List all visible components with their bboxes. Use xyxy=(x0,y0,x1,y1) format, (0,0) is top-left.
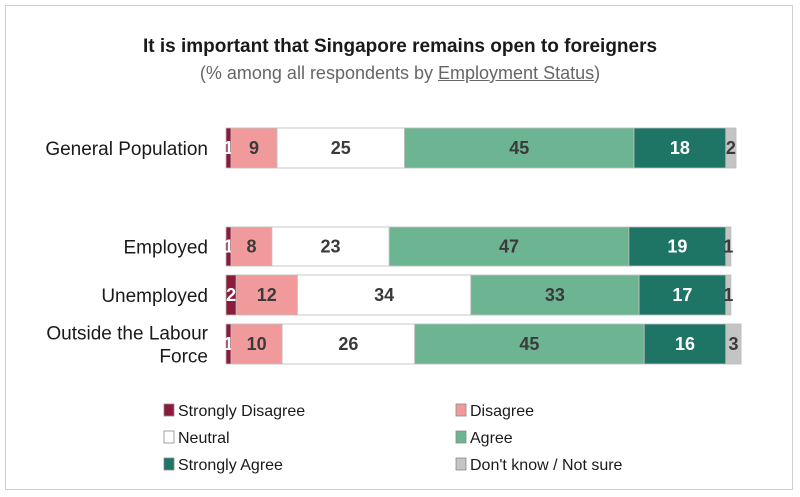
bar-segment[interactable] xyxy=(404,127,635,169)
bar-segment[interactable] xyxy=(725,323,742,365)
data-label: 45 xyxy=(509,138,529,158)
legend-swatch xyxy=(163,430,175,444)
legend-label: Strongly Agree xyxy=(178,457,283,474)
legend-item[interactable]: Strongly Disagree xyxy=(163,403,305,420)
bar-segment[interactable] xyxy=(271,226,390,267)
bar-segment[interactable] xyxy=(235,274,298,316)
chart-subtitle: (% among all respondents by Employment S… xyxy=(0,63,800,84)
subtitle-suffix: ) xyxy=(594,63,601,83)
data-label: 2 xyxy=(726,138,736,158)
bar-row: 2 12 34 33 17 1 Unemployed xyxy=(101,274,733,316)
data-label: 1 xyxy=(224,334,234,354)
data-label: 26 xyxy=(338,334,358,354)
bar-segment[interactable] xyxy=(230,127,278,169)
legend-label: Disagree xyxy=(470,403,534,420)
data-label: 45 xyxy=(519,334,539,354)
bar-segment[interactable] xyxy=(414,323,645,365)
bar-segment[interactable] xyxy=(296,274,472,316)
bar-row: 1 9 25 45 18 2 General Population xyxy=(45,127,737,169)
data-label: 34 xyxy=(374,285,394,305)
data-label: 19 xyxy=(667,237,687,257)
data-label: 47 xyxy=(499,237,519,257)
legend-label: Agree xyxy=(470,430,513,447)
legend-label: Don't know / Not sure xyxy=(470,457,623,474)
legend-item[interactable]: Agree xyxy=(455,430,513,447)
bar-segment[interactable] xyxy=(633,127,727,169)
legend-item[interactable]: Neutral xyxy=(163,430,230,447)
data-label: 1 xyxy=(723,237,733,257)
bar-segment[interactable] xyxy=(643,323,727,365)
data-label: 3 xyxy=(728,334,738,354)
data-label: 1 xyxy=(224,138,234,158)
data-label: 1 xyxy=(224,237,234,257)
subtitle-prefix: (% among all respondents by xyxy=(199,63,439,83)
bar-segment[interactable] xyxy=(725,226,732,267)
category-label: Unemployed xyxy=(101,286,208,307)
legend-item[interactable]: Strongly Agree xyxy=(163,457,283,474)
data-label: 2 xyxy=(226,285,236,305)
subtitle-link[interactable]: Employment Status xyxy=(438,63,595,83)
chart-title: It is important that Singapore remains o… xyxy=(142,36,658,57)
legend-label: Neutral xyxy=(178,430,230,447)
bar-segment[interactable] xyxy=(725,274,732,316)
data-label: 1 xyxy=(723,285,733,305)
legend-swatch xyxy=(163,457,175,471)
legend-label: Strongly Disagree xyxy=(178,403,305,420)
data-label: 9 xyxy=(249,138,259,158)
legend-swatch xyxy=(455,403,467,417)
category-label: Employed xyxy=(124,238,209,259)
data-label: 17 xyxy=(672,285,692,305)
category-label: Outside the Labour xyxy=(46,324,208,345)
legend-item[interactable]: Don't know / Not sure xyxy=(455,457,623,474)
data-label: 12 xyxy=(257,285,277,305)
data-label: 8 xyxy=(246,237,256,257)
data-label: 10 xyxy=(247,334,267,354)
data-label: 23 xyxy=(321,237,341,257)
data-label: 33 xyxy=(545,285,565,305)
bar-segment[interactable] xyxy=(276,127,405,169)
category-label: General Population xyxy=(45,139,208,160)
data-label: 18 xyxy=(670,138,690,158)
category-label: Force xyxy=(159,347,208,368)
bar-segment[interactable] xyxy=(281,323,416,365)
bar-segment[interactable] xyxy=(628,226,727,267)
legend-swatch xyxy=(455,430,467,444)
bar-segment[interactable] xyxy=(638,274,727,316)
legend-swatch xyxy=(163,403,175,417)
bar-segment[interactable] xyxy=(725,127,737,169)
data-label: 25 xyxy=(331,138,351,158)
legend-swatch xyxy=(455,457,467,471)
bar-segment[interactable] xyxy=(470,274,640,316)
bar-segment[interactable] xyxy=(230,226,273,267)
legend-item[interactable]: Disagree xyxy=(455,403,534,420)
data-label: 16 xyxy=(675,334,695,354)
bar-segment[interactable] xyxy=(230,323,283,365)
